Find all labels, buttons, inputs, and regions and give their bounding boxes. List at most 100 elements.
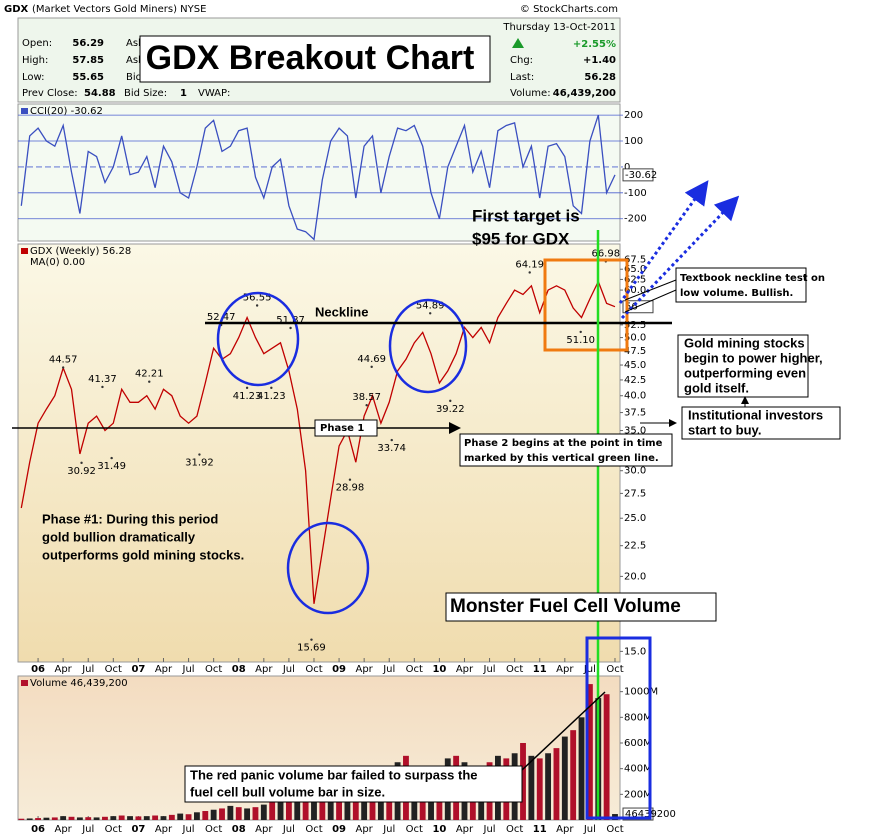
symbol-name: (Market Vectors Gold Miners) NYSE [32,4,206,15]
note-box [445,592,717,622]
y-tick-label: 200 [624,110,643,121]
x-tick-label: Jul [282,824,295,835]
x-tick-label: Oct [305,664,322,675]
annotation: gold itself. [684,380,749,395]
price-point [370,365,373,369]
x-tick-label: Jul [583,664,596,675]
x-tick-label: 07 [131,824,145,835]
bar [319,787,326,820]
bar [235,807,242,820]
y-tick-label: 27.5 [624,488,646,499]
bar [202,811,209,820]
price-point [579,330,582,334]
annotation: gold bullion dramatically [42,529,196,544]
bar [110,816,117,820]
x-tick-label: Oct [606,664,623,675]
value: 57.85 [72,55,104,66]
y-tick-label: 25.0 [624,513,646,524]
pointer [521,691,606,771]
price-label: 44.57 [49,355,78,366]
x-tick-label: Oct [406,824,423,835]
circle [286,521,370,615]
x-tick-label: Jul [182,664,195,675]
price-point [61,366,65,369]
price-label: 66.98 [591,248,620,259]
price-label: 41.37 [88,374,117,385]
label: Ask [126,38,144,49]
note-box [675,267,807,303]
x-tick-label: Apr [155,664,173,675]
x-tick-label: 11 [533,664,547,675]
price-point [198,453,201,456]
price-point [148,380,151,383]
bar [185,814,192,820]
x-tick-label: Oct [506,824,523,835]
y-tick-label: 35.0 [624,426,646,437]
x-tick-label: Jul [583,824,596,835]
note-box [681,406,841,440]
bar [118,815,125,820]
annotation: $95 for GDX [472,229,570,248]
date: Thursday 13-Oct-2011 [502,22,616,33]
x-tick-label: Apr [155,824,173,835]
y-tick-label: 800M [624,712,652,723]
bar [536,758,543,820]
bar [43,817,50,820]
x-tick-label: Apr [355,664,373,675]
price-label: 30.92 [67,466,96,477]
x-tick-label: Oct [506,664,523,675]
x-tick-label: Jul [182,824,195,835]
y-tick-label: 67.5 [624,254,646,265]
circle [388,298,468,394]
y-tick-label: 47.5 [624,346,646,357]
x-tick-label: 09 [332,664,346,675]
annotation: Phase 2 begins at the point in time [464,438,663,449]
y-tick-label: 22.5 [624,541,646,552]
pointer [624,289,677,313]
label: Open: [22,38,52,49]
x-tick-label: Oct [105,824,122,835]
price-label: 44.69 [357,354,386,365]
price-point [348,478,352,481]
annotation: Phase 1 [320,423,364,434]
bar [219,808,225,820]
bar [227,805,234,820]
legend-swatch [21,108,28,114]
pct-change: +2.55% [573,39,616,50]
x-tick-label: Apr [54,664,72,675]
y-tick-label: 60.0 [624,285,646,296]
bar [68,816,75,820]
price-label: 38.57 [352,392,381,403]
circle [216,291,300,387]
annotation: outperforms gold mining stocks. [42,547,244,562]
price-label: 51.87 [276,315,305,326]
price-label: 39.22 [436,404,465,415]
bar [177,813,184,820]
x-tick-label: 09 [332,824,346,835]
price-point [310,638,313,641]
price-label: 41.23 [257,391,286,402]
price-label: 31.49 [97,461,126,472]
x-tick-label: 07 [131,664,145,675]
value: +1.40 [583,55,616,66]
bar [260,804,267,820]
price-label: 31.92 [185,458,214,469]
bar [51,817,58,820]
annotation: Gold mining stocks [684,335,805,350]
cci-panel [17,103,621,242]
price-label: 41.23 [233,391,262,402]
y-tick-label: 37.5 [624,408,646,419]
price-label: 15.69 [297,643,326,654]
label: Last: [510,72,534,83]
bar [127,816,133,820]
label: Low: [22,72,45,83]
annotation: Neckline [315,304,368,319]
price-point [270,386,273,390]
x-tick-label: Jul [382,824,395,835]
price-point [110,456,113,460]
bar [269,800,276,820]
x-tick-label: Oct [205,824,222,835]
x-tick-label: 06 [31,664,45,675]
price-label: 51.10 [566,335,595,346]
y-tick-label: 200M [624,789,652,800]
